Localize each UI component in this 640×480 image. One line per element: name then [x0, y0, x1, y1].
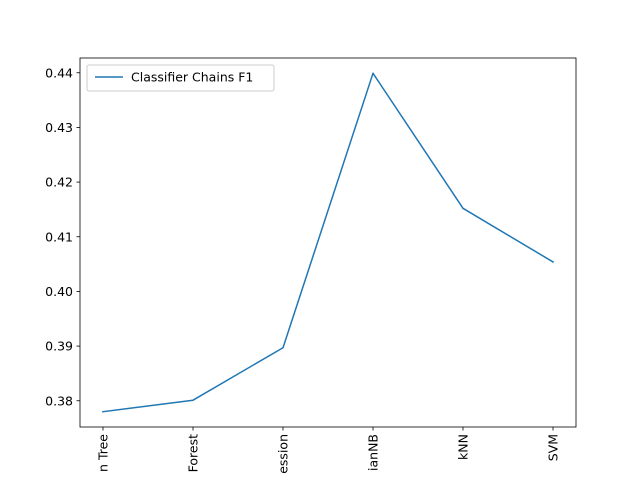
plot-background [80, 58, 576, 427]
x-tick-label: kNN [456, 434, 471, 460]
y-tick-label: 0.39 [45, 339, 73, 354]
axes-frame [79, 57, 577, 428]
x-tick-label: Forest [186, 434, 201, 472]
y-tick-label: 0.44 [45, 65, 73, 80]
legend-label: Classifier Chains F1 [131, 70, 253, 85]
series-line [102, 72, 555, 413]
x-tick-label: ianNB [366, 434, 381, 471]
data-point [282, 346, 284, 349]
data-point [192, 399, 194, 401]
series-layer [102, 72, 555, 413]
data-point [462, 207, 464, 210]
y-tick-label: 0.41 [45, 229, 73, 244]
legend: Classifier Chains F1 [86, 64, 275, 92]
axes-layer [79, 57, 577, 428]
x-tick-label: SVM [546, 434, 561, 461]
x-tick-label: ession [276, 434, 291, 474]
data-point [102, 410, 104, 413]
y-axis: 0.38 0.39 0.40 0.41 0.42 0.43 0.44 [45, 65, 80, 408]
x-tick-label: n Tree [96, 434, 111, 472]
legend-box [86, 64, 275, 92]
y-tick-label: 0.40 [45, 284, 73, 299]
data-point [372, 72, 374, 75]
data-point [552, 261, 554, 263]
y-tick-label: 0.42 [45, 175, 73, 190]
y-tick-label: 0.43 [45, 120, 73, 135]
y-tick-label: 0.38 [45, 393, 73, 408]
x-axis: n Tree Forest ession ianNB kNN SVM [96, 427, 561, 474]
